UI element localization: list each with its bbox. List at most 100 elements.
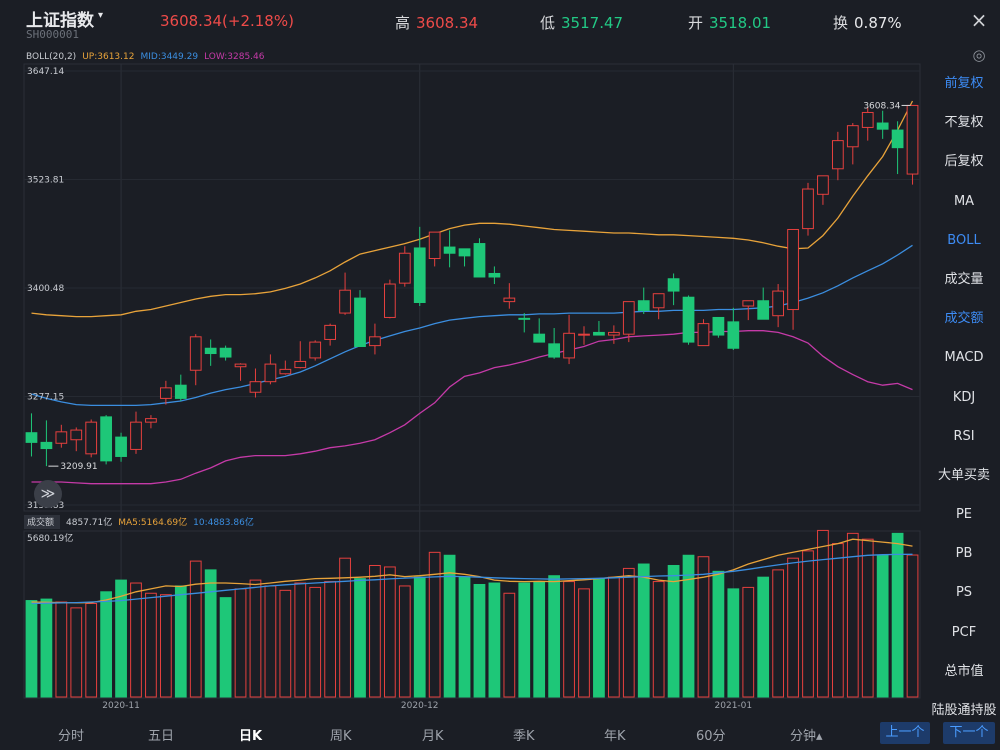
volume-bar [548, 575, 561, 698]
sidebar-item[interactable]: 成交额 [944, 311, 984, 327]
boll-low-line [31, 330, 913, 485]
sidebar-item[interactable]: PE [955, 507, 973, 523]
chevron-down-icon[interactable]: ▾ [98, 10, 104, 21]
volume-bar [159, 594, 172, 698]
sidebar-item[interactable]: 陆股通持股 [931, 703, 997, 718]
volume-bar [637, 563, 650, 698]
tab-0[interactable]: 分时 [58, 729, 85, 744]
candle-body [667, 278, 680, 292]
candle-body [772, 290, 785, 317]
candle [622, 301, 635, 343]
tab-5[interactable]: 季K [513, 729, 535, 744]
volume-bar [831, 543, 844, 698]
volume-bar [652, 581, 665, 698]
sidebar-item[interactable]: MACD [944, 350, 984, 366]
tab-1[interactable]: 五日 [148, 729, 175, 744]
sidebar-item[interactable]: BOLL [947, 232, 981, 248]
sidebar-item[interactable]: MA [953, 193, 975, 209]
x-tick-label: 2020-12 [401, 701, 439, 711]
candle-body [413, 247, 426, 304]
candle-body [518, 317, 531, 320]
sidebar-item[interactable]: PCF [951, 624, 977, 640]
tab-2[interactable]: 日K [239, 729, 263, 744]
turnover-label: 换 [833, 14, 849, 32]
volume-bar [503, 592, 516, 698]
tab-7[interactable]: 60分 [696, 729, 726, 744]
candle [159, 380, 172, 405]
volume-total: 4857.71亿 [66, 516, 112, 528]
sidebar-item[interactable]: 总市值 [944, 663, 984, 679]
candle [503, 283, 516, 309]
tab-6[interactable]: 年K [604, 729, 626, 744]
tab-3[interactable]: 周K [330, 729, 352, 744]
candle-body [578, 333, 590, 336]
candle-body [817, 175, 829, 195]
volume-bar [428, 551, 441, 698]
low-value: 3517.47 [561, 14, 624, 32]
candle-body [712, 316, 725, 336]
volume-bar [697, 556, 710, 698]
volume-bar [249, 579, 262, 698]
turnover-stat: 换 0.87% [833, 12, 902, 33]
candle-body [159, 387, 172, 399]
volume-bar [100, 591, 113, 698]
candle-body [473, 243, 486, 278]
candle [817, 175, 829, 205]
candle [757, 287, 770, 320]
tab-8[interactable]: 分钟▴ [790, 729, 823, 744]
y-tick-label: 3277.15 [27, 393, 64, 403]
tab-4[interactable]: 月K [422, 729, 444, 744]
volume-ma10-line [31, 553, 913, 605]
candle-body [503, 297, 516, 303]
next-button[interactable]: 下一个 [943, 722, 995, 744]
candle [40, 420, 53, 467]
x-tick-label: 2020-11 [102, 701, 140, 711]
candle-body [100, 416, 113, 462]
prev-button[interactable]: 上一个 [880, 722, 930, 744]
candle [145, 415, 157, 429]
candle [130, 411, 142, 454]
sidebar-item[interactable]: 后复权 [944, 154, 984, 170]
expand-button[interactable]: ≫ [34, 480, 62, 508]
volume-bar [309, 586, 322, 698]
volume-bar [712, 570, 725, 698]
candle-body [174, 384, 187, 399]
candle [697, 319, 710, 347]
volume-bar [727, 588, 740, 698]
index-title[interactable]: 上证指数 [26, 11, 94, 31]
volume-bar [578, 588, 590, 698]
candle [428, 231, 441, 267]
volume-bar [70, 607, 83, 698]
volume-bar [772, 569, 785, 698]
sidebar-item[interactable]: 前复权 [944, 76, 984, 91]
candle-body [294, 360, 307, 369]
volume-bar [757, 576, 770, 698]
candle-body [607, 331, 620, 336]
candle [652, 293, 665, 320]
candle [518, 313, 531, 333]
candle [25, 413, 38, 457]
sidebar-item[interactable]: 大单买卖 [937, 467, 990, 483]
volume-bar [174, 585, 187, 698]
candle-body [383, 283, 396, 318]
close-button[interactable]: × [970, 8, 988, 32]
sidebar-item[interactable]: PB [955, 546, 973, 562]
sidebar-item[interactable]: 成交量 [944, 271, 984, 287]
volume-bar [443, 554, 456, 698]
candle-body [846, 125, 859, 148]
sidebar-item[interactable]: 不复权 [944, 115, 984, 131]
candle [324, 323, 337, 346]
candle [413, 226, 426, 307]
candle [861, 107, 874, 141]
volume-ma10: 10:4883.86亿 [193, 516, 254, 528]
sidebar-item[interactable]: KDJ [952, 389, 976, 405]
sidebar-item[interactable]: RSI [953, 428, 975, 444]
candle-body [876, 122, 889, 130]
volume-bar [682, 554, 695, 698]
y-tick-label: 3400.48 [27, 284, 64, 294]
candle-body [279, 368, 292, 375]
sidebar-item[interactable]: PS [955, 585, 973, 601]
header: 上证指数 ▾ SH000001 3608.34(+2.18%) 高 3608.34… [0, 0, 1000, 46]
settings-icon[interactable]: ◎ [972, 46, 986, 64]
